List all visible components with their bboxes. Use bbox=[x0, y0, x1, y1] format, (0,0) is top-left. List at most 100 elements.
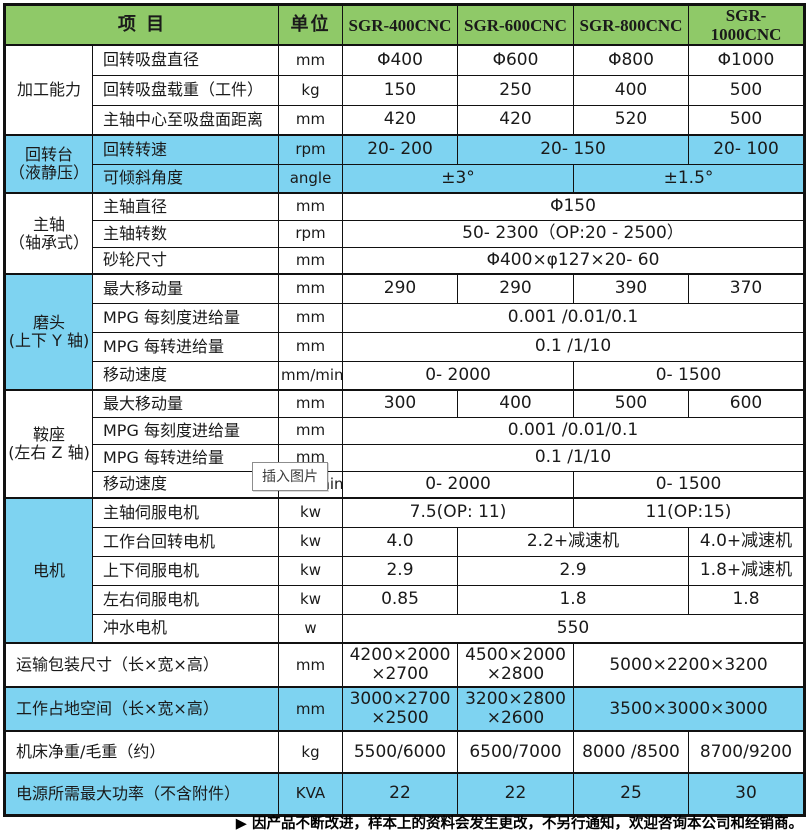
unit-cell: w bbox=[278, 613, 343, 644]
unit-cell: mm bbox=[278, 302, 343, 333]
unit-cell: kw bbox=[278, 526, 343, 557]
unit-cell: kw bbox=[278, 584, 343, 615]
value-cell: 0.001 /0.01/0.1 bbox=[342, 302, 805, 333]
header-model: SGR-1000CNC bbox=[688, 4, 805, 46]
value-cell: 420 bbox=[457, 104, 574, 136]
category-cell: 回转台 （液静压） bbox=[4, 134, 93, 194]
header-model: SGR-400CNC bbox=[342, 4, 458, 46]
value-cell: Φ600 bbox=[457, 44, 574, 76]
row-label: 砂轮尺寸 bbox=[92, 246, 279, 275]
row-label: 电源所需最大功率（不含附件） bbox=[4, 772, 279, 816]
value-cell: 1.8+减速机 bbox=[688, 555, 805, 586]
value-cell: Φ800 bbox=[573, 44, 689, 76]
value-cell: 250 bbox=[457, 74, 574, 106]
value-cell: 500 bbox=[688, 74, 805, 106]
header-unit: 单位 bbox=[278, 4, 343, 46]
value-cell: 550 bbox=[342, 613, 805, 644]
value-cell: 0- 1500 bbox=[573, 470, 805, 499]
value-cell: Φ400×φ127×20- 60 bbox=[342, 246, 805, 275]
row-label: 主轴伺服电机 bbox=[92, 497, 279, 528]
row-label: 回转吸盘直径 bbox=[92, 44, 279, 76]
value-cell: ±1.5° bbox=[573, 163, 805, 194]
category-cell: 磨头 (上下 Y 轴) bbox=[4, 273, 93, 391]
value-cell: 7.5(OP: 11) bbox=[342, 497, 574, 528]
unit-cell: mm bbox=[278, 331, 343, 362]
value-cell: 600 bbox=[688, 389, 805, 418]
value-cell: 8000 /8500 bbox=[573, 730, 689, 774]
row-label: 回转转速 bbox=[92, 134, 279, 165]
category-cell: 电机 bbox=[4, 497, 93, 644]
unit-cell: mm bbox=[278, 416, 343, 445]
header-model: SGR-800CNC bbox=[573, 4, 689, 46]
unit-cell: angle bbox=[278, 163, 343, 194]
value-cell: 4200×2000 ×2700 bbox=[342, 642, 458, 688]
unit-cell: kg bbox=[278, 730, 343, 774]
row-label: 工作占地空间（长×宽×高） bbox=[4, 686, 279, 732]
unit-cell: mm bbox=[278, 44, 343, 76]
value-cell: 500 bbox=[573, 389, 689, 418]
value-cell: 6500/7000 bbox=[457, 730, 574, 774]
unit-cell: mm bbox=[278, 246, 343, 275]
row-label: 回转吸盘载重（工件） bbox=[92, 74, 279, 106]
unit-cell: kw bbox=[278, 555, 343, 586]
unit-cell: mm bbox=[278, 686, 343, 732]
unit-cell: mm bbox=[278, 273, 343, 304]
insert-image-tooltip: 插入图片 bbox=[252, 462, 328, 491]
spec-table: 项 目 单位 SGR-400CNC SGR-600CNC SGR-800CNC … bbox=[3, 3, 806, 817]
value-cell: Φ1000 bbox=[688, 44, 805, 76]
value-cell: 22 bbox=[457, 772, 574, 816]
value-cell: 20- 200 bbox=[342, 134, 458, 165]
category-cell: 加工能力 bbox=[4, 44, 93, 136]
value-cell: 11(OP:15) bbox=[573, 497, 805, 528]
value-cell: Φ150 bbox=[342, 192, 805, 221]
unit-cell: rpm bbox=[278, 134, 343, 165]
row-label: 可倾斜角度 bbox=[92, 163, 279, 194]
value-cell: ±3° bbox=[342, 163, 574, 194]
value-cell: 290 bbox=[457, 273, 574, 304]
unit-cell: KVA bbox=[278, 772, 343, 816]
value-cell: 4.0+减速机 bbox=[688, 526, 805, 557]
value-cell: 5500/6000 bbox=[342, 730, 458, 774]
value-cell: 300 bbox=[342, 389, 458, 418]
value-cell: Φ400 bbox=[342, 44, 458, 76]
value-cell: 1.8 bbox=[457, 584, 689, 615]
value-cell: 25 bbox=[573, 772, 689, 816]
footer-disclaimer: ▶ 因产品不断改进，样本上的资料会发生更改，不另行通知，欢迎咨询本公司和经销商。 bbox=[235, 816, 803, 832]
row-label: MPG 每刻度进给量 bbox=[92, 302, 279, 333]
row-label: MPG 每转进给量 bbox=[92, 331, 279, 362]
category-cell: 主轴 （轴承式） bbox=[4, 192, 93, 275]
header-item: 项 目 bbox=[4, 4, 279, 46]
value-cell: 150 bbox=[342, 74, 458, 106]
row-label: MPG 每转进给量 bbox=[92, 443, 279, 472]
unit-cell: kw bbox=[278, 497, 343, 528]
value-cell: 50- 2300（OP:20 - 2500） bbox=[342, 219, 805, 248]
unit-cell: mm bbox=[278, 389, 343, 418]
row-label: 移动速度 bbox=[92, 360, 279, 391]
value-cell: 0.001 /0.01/0.1 bbox=[342, 416, 805, 445]
row-label: 冲水电机 bbox=[92, 613, 279, 644]
category-cell: 鞍座 (左右 Z 轴) bbox=[4, 389, 93, 499]
row-label: MPG 每刻度进给量 bbox=[92, 416, 279, 445]
value-cell: 520 bbox=[573, 104, 689, 136]
unit-cell: kg bbox=[278, 74, 343, 106]
row-label: 移动速度 bbox=[92, 470, 279, 499]
value-cell: 0- 2000 bbox=[342, 470, 574, 499]
row-label: 最大移动量 bbox=[92, 389, 279, 418]
unit-cell: rpm bbox=[278, 219, 343, 248]
value-cell: 2.2+减速机 bbox=[457, 526, 689, 557]
value-cell: 1.8 bbox=[688, 584, 805, 615]
value-cell: 22 bbox=[342, 772, 458, 816]
row-label: 主轴转数 bbox=[92, 219, 279, 248]
value-cell: 400 bbox=[573, 74, 689, 106]
value-cell: 370 bbox=[688, 273, 805, 304]
row-label: 主轴中心至吸盘面距离 bbox=[92, 104, 279, 136]
value-cell: 500 bbox=[688, 104, 805, 136]
unit-cell: mm bbox=[278, 642, 343, 688]
value-cell: 0.1 /1/10 bbox=[342, 443, 805, 472]
value-cell: 0.1 /1/10 bbox=[342, 331, 805, 362]
value-cell: 3200×2800 ×2600 bbox=[457, 686, 574, 732]
row-label: 最大移动量 bbox=[92, 273, 279, 304]
unit-cell: mm bbox=[278, 192, 343, 221]
row-label: 运输包装尺寸（长×宽×高） bbox=[4, 642, 279, 688]
value-cell: 3500×3000×3000 bbox=[573, 686, 805, 732]
